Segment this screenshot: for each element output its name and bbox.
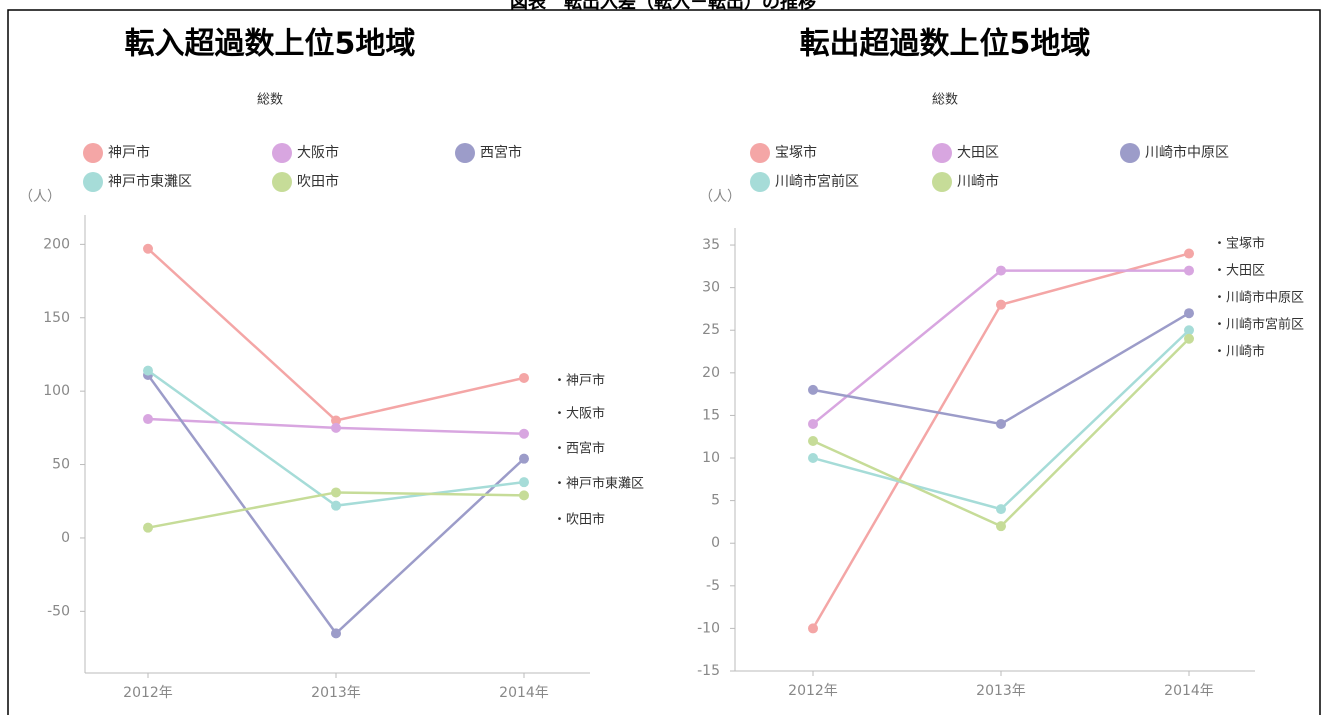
y-tick-label: 20	[702, 365, 720, 381]
legend-swatch	[272, 143, 292, 163]
y-tick-label: 50	[52, 457, 70, 473]
data-point	[808, 623, 818, 634]
data-point	[519, 428, 529, 439]
data-point	[808, 418, 818, 429]
data-point	[996, 504, 1006, 515]
x-tick-label: 2014年	[499, 685, 549, 701]
end-label: ・神戸市東灘区	[553, 476, 644, 492]
data-point	[331, 415, 341, 426]
end-label: ・宝塚市	[1213, 236, 1265, 252]
data-point	[519, 490, 529, 501]
data-point	[519, 453, 529, 464]
data-point	[331, 628, 341, 639]
y-tick-label: 5	[711, 493, 720, 509]
data-point	[808, 435, 818, 446]
legend-label: 川崎市宮前区	[775, 173, 859, 190]
data-point	[996, 265, 1006, 276]
data-point	[1184, 248, 1194, 259]
data-point	[519, 477, 529, 488]
y-tick-label: 0	[711, 535, 720, 551]
page-title: 図表 転出入差（転入－転出）の推移	[510, 0, 816, 13]
legend-swatch	[272, 172, 292, 192]
y-tick-label: 200	[43, 236, 70, 252]
legend-label: 神戸市東灘区	[108, 173, 192, 190]
data-point	[808, 453, 818, 464]
legend-swatch	[750, 172, 770, 192]
chart-subtitle: 総数	[932, 93, 958, 108]
y-tick-label: 35	[702, 237, 720, 253]
chart-title: 転入超過数上位5地域	[125, 27, 416, 62]
y-tick-label: -5	[706, 578, 720, 594]
x-tick-label: 2013年	[311, 685, 361, 701]
end-label: ・大阪市	[553, 406, 605, 422]
data-point	[1184, 333, 1194, 344]
x-tick-label: 2012年	[123, 685, 173, 701]
data-point	[996, 299, 1006, 310]
chart-title: 転出超過数上位5地域	[800, 27, 1091, 62]
series-line	[812, 312, 1190, 426]
legend-label: 川崎市	[957, 173, 999, 190]
legend-label: 西宮市	[480, 144, 522, 161]
end-label: ・神戸市	[553, 373, 605, 389]
legend-label: 吹田市	[297, 173, 339, 190]
x-tick-label: 2013年	[976, 683, 1026, 699]
data-point	[331, 422, 341, 433]
end-label: ・大田区	[1213, 264, 1265, 279]
data-point	[143, 414, 153, 425]
legend-swatch	[750, 143, 770, 163]
frame	[7, 9, 1321, 715]
data-point	[808, 384, 818, 395]
end-label: ・吹田市	[553, 512, 605, 528]
x-tick-label: 2012年	[788, 683, 838, 699]
legend-swatch	[455, 143, 475, 163]
y-unit: （人）	[19, 189, 61, 205]
data-point	[1184, 308, 1194, 319]
data-point	[143, 365, 153, 376]
chart-subtitle: 総数	[257, 93, 283, 108]
y-tick-label: 30	[702, 280, 720, 296]
legend-swatch	[932, 143, 952, 163]
y-tick-label: 25	[702, 322, 720, 338]
y-tick-label: 0	[61, 530, 70, 546]
y-tick-label: -15	[697, 663, 720, 679]
data-point	[996, 521, 1006, 532]
y-tick-label: 150	[43, 310, 70, 326]
y-tick-label: -50	[47, 603, 70, 619]
data-point	[1184, 325, 1194, 336]
series-line	[812, 337, 1190, 528]
data-point	[331, 487, 341, 498]
y-tick-label: -10	[697, 620, 720, 636]
legend-label: 宝塚市	[775, 144, 817, 161]
y-tick-label: 15	[702, 407, 720, 423]
legend-label: 神戸市	[108, 144, 150, 161]
x-tick-label: 2014年	[1164, 683, 1214, 699]
legend-swatch	[83, 172, 103, 192]
data-point	[519, 372, 529, 383]
legend-label: 大田区	[957, 145, 999, 161]
legend-swatch	[83, 143, 103, 163]
data-point	[1184, 265, 1194, 276]
legend-swatch	[1120, 143, 1140, 163]
y-tick-label: 10	[702, 450, 720, 466]
data-point	[996, 418, 1006, 429]
end-label: ・川崎市宮前区	[1213, 317, 1304, 333]
y-unit: （人）	[699, 189, 741, 205]
legend-swatch	[932, 172, 952, 192]
data-point	[143, 522, 153, 533]
end-label: ・西宮市	[553, 441, 605, 457]
legend-label: 川崎市中原区	[1145, 144, 1229, 161]
series-line	[147, 247, 525, 422]
end-label: ・川崎市	[1213, 344, 1265, 360]
end-label: ・川崎市中原区	[1213, 290, 1304, 306]
data-point	[143, 243, 153, 254]
series-line	[811, 252, 1190, 630]
legend-label: 大阪市	[297, 144, 339, 161]
data-point	[331, 500, 341, 511]
y-tick-label: 100	[43, 383, 70, 399]
